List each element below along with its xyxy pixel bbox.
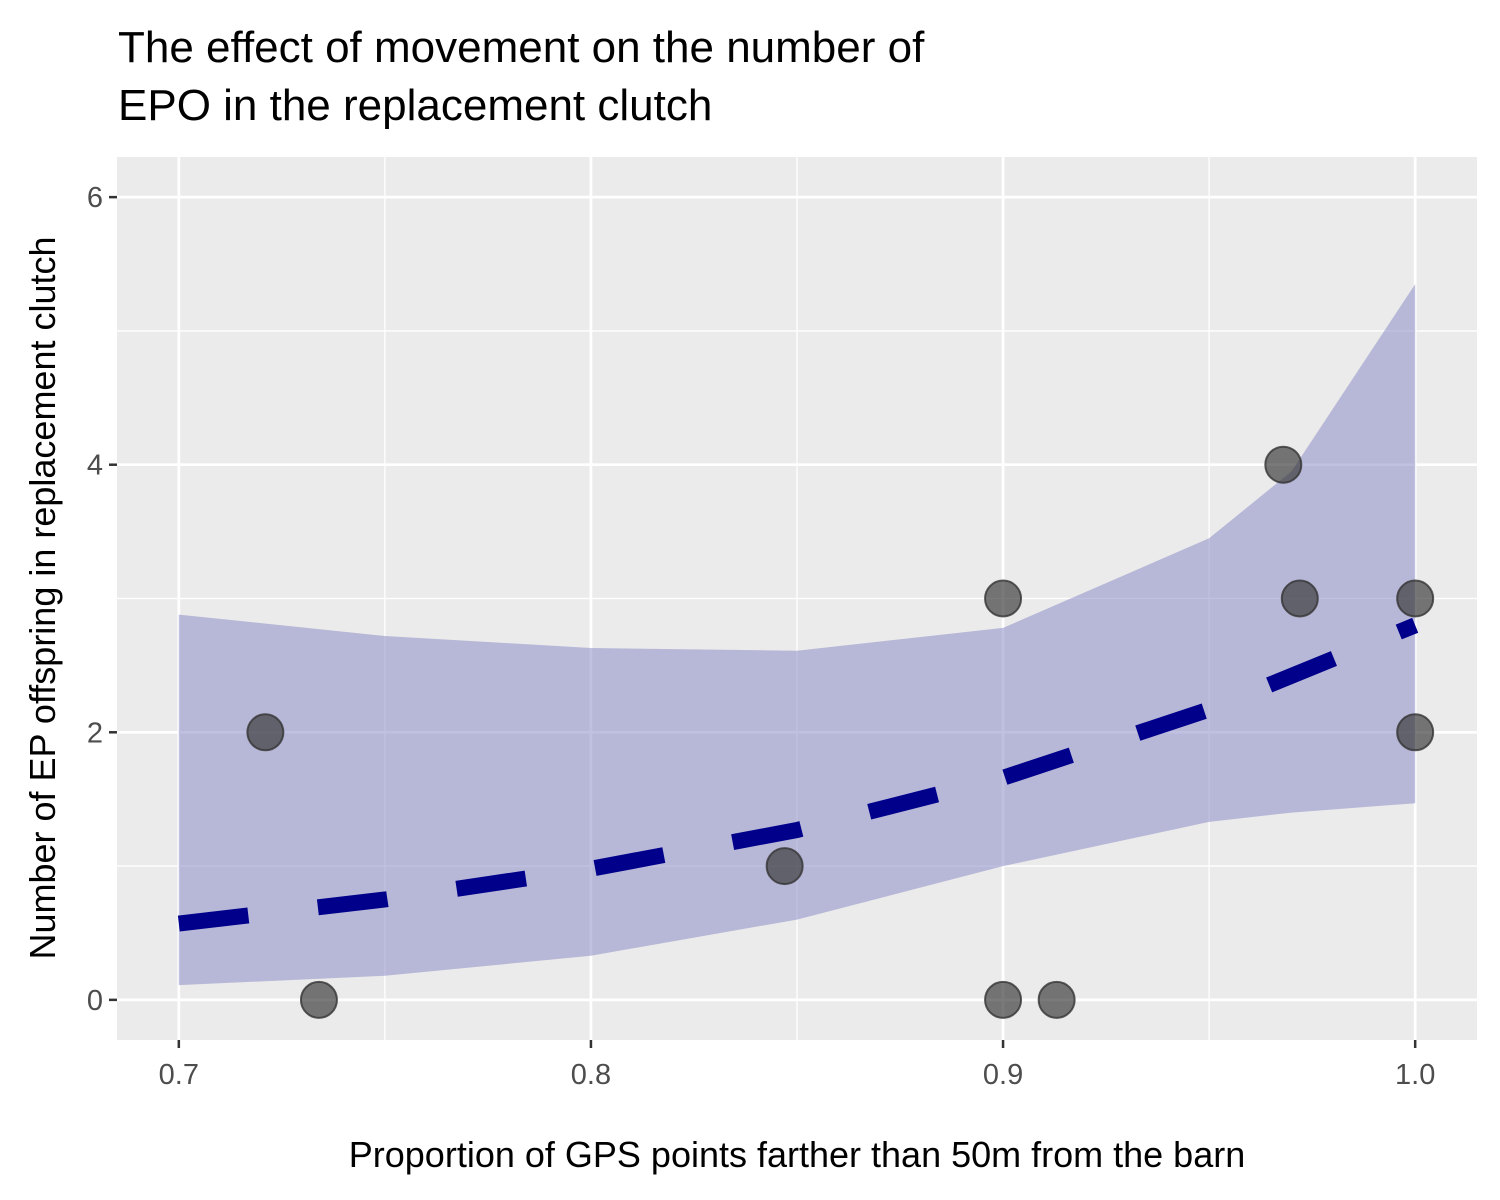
data-point: [984, 980, 1023, 1019]
data-point: [1264, 445, 1303, 484]
x-axis-ticks: 0.7 0.8 0.9 1.0: [159, 1040, 1435, 1091]
data-points: [246, 445, 1435, 1019]
data-point: [1280, 579, 1319, 618]
data-point: [765, 847, 804, 886]
data-point: [246, 713, 285, 752]
chart-title-line-1: The effect of movement on the number of: [118, 23, 925, 72]
data-point: [1396, 579, 1435, 618]
y-tick-label: 2: [87, 717, 103, 749]
data-point: [984, 579, 1023, 618]
y-axis-title: Number of EP offspring in replacement cl…: [22, 236, 63, 959]
confidence-ribbon: [178, 284, 1416, 986]
x-tick-label: 0.8: [571, 1059, 611, 1091]
y-axis-ticks: 0 2 4 6: [87, 182, 117, 1017]
x-tick-label: 0.7: [159, 1059, 199, 1091]
x-axis-title: Proportion of GPS points farther than 50…: [349, 1134, 1245, 1175]
y-tick-label: 6: [87, 182, 103, 214]
fit-line: [177, 617, 1419, 932]
y-tick-label: 4: [87, 450, 103, 482]
x-tick-label: 1.0: [1395, 1059, 1435, 1091]
data-point: [299, 980, 338, 1019]
data-point: [1037, 980, 1076, 1019]
data-point: [1396, 713, 1435, 752]
x-tick-label: 0.9: [983, 1059, 1023, 1091]
y-tick-label: 0: [87, 985, 103, 1017]
chart-title-line-2: EPO in the replacement clutch: [118, 81, 712, 130]
